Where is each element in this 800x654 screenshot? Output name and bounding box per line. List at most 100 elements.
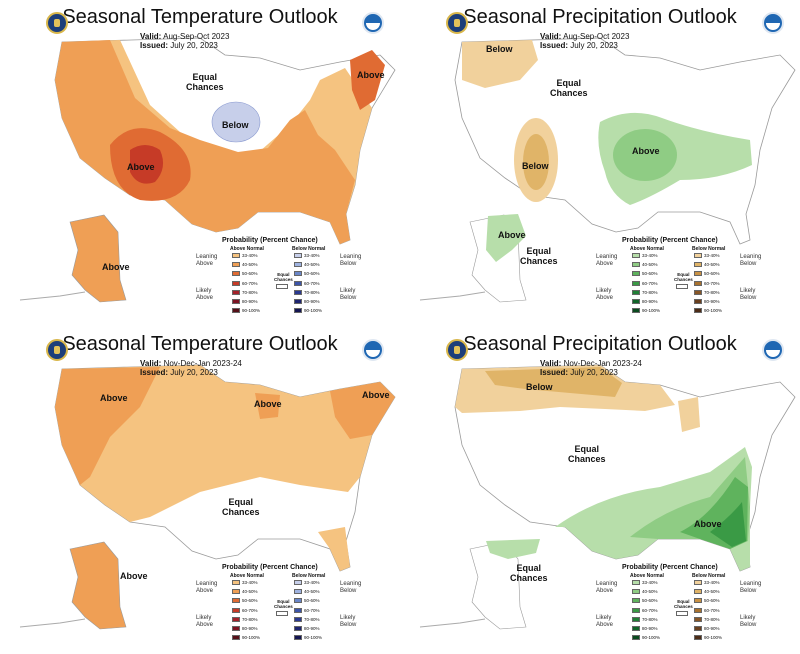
legend-swatch-above [632, 589, 640, 595]
legend-swatch-above [232, 616, 240, 622]
temp-ndj-florida-zone [318, 527, 350, 571]
legend-range-below: 40-50% [304, 589, 320, 595]
legend-range-above: 60-70% [242, 280, 258, 286]
panel-title: Seasonal Temperature Outlook [62, 333, 338, 355]
legend-range-above: 33-40% [642, 580, 658, 585]
issued-label: Issued: [140, 41, 169, 50]
alaska-chain [419, 618, 486, 628]
legend-range-below: 50-60% [304, 271, 320, 277]
legend-likely-below: Likely Below [340, 288, 357, 301]
panel-title: Seasonal Precipitation Outlook [463, 333, 737, 355]
legend-range-below: 80-90% [304, 626, 320, 631]
temp-aso-60-70-zone [130, 145, 164, 184]
legend-swatch-above [232, 598, 240, 604]
legend-range-above: 70-80% [642, 616, 658, 622]
alaska-chain [19, 618, 86, 628]
map-label-equal-chances-alaska: Equal Chances [510, 563, 548, 583]
legend-range-above: 90-100% [642, 308, 661, 314]
legend-range-below: 60-70% [304, 607, 320, 613]
legend-col-below: Below Normal [692, 246, 726, 252]
panel-meta: Valid: Nov-Dec-Jan 2023-24 Issued: July … [140, 359, 242, 377]
legend-leaning-below: Leaning Below [340, 581, 362, 594]
valid-period: Aug-Sep-Oct 2023 [563, 32, 630, 41]
legend-range-above: 70-80% [242, 289, 258, 295]
legend-swatch-above [232, 626, 240, 631]
legend-swatch-below [694, 280, 702, 286]
legend-swatch-below [294, 635, 302, 641]
map-label-equal-chances: Equal Chances [568, 444, 606, 464]
precip-aso-alaska-above-zone [486, 214, 526, 262]
legend-swatch-below [294, 626, 302, 631]
temp-ndj-40-50-west-zone [55, 367, 160, 485]
map-temp-aso [19, 37, 396, 303]
noaa-logo [762, 12, 784, 34]
temp-ndj-40-50-northeast-zone [330, 382, 395, 439]
legend-swatch-above [232, 308, 240, 314]
map-label-above-southwest: Above [127, 162, 155, 172]
legend-equal-chances: Equal Chances [274, 272, 293, 282]
legend-range-above: 70-80% [242, 616, 258, 622]
commerce-seal-logo [46, 339, 68, 361]
legend-swatch-below [294, 598, 302, 604]
issued-label: Issued: [140, 368, 169, 377]
panel-meta: Valid: Aug-Sep-Oct 2023 Issued: July 20,… [140, 32, 229, 50]
legend-likely-below: Likely Below [740, 288, 757, 301]
legend-range-above: 50-60% [642, 598, 658, 604]
legend-swatch-above [232, 253, 240, 258]
issued-date: July 20, 2023 [570, 368, 618, 377]
precip-aso-below-northwest-zone [462, 40, 538, 88]
legend-range-below: 33-40% [304, 580, 320, 585]
legend-swatch-above [632, 280, 640, 286]
map-label-above-east: Above [632, 146, 660, 156]
map-label-above-alaska: Above [120, 571, 148, 581]
valid-period: Nov-Dec-Jan 2023-24 [163, 359, 242, 368]
legend-range-above: 70-80% [642, 289, 658, 295]
legend-range-above: 60-70% [642, 607, 658, 613]
legend-col-above: Above Normal [230, 246, 264, 252]
legend-swatch-above [232, 299, 240, 304]
precip-ndj-alaska-above-zone [486, 539, 540, 559]
legend-swatch-below [694, 598, 702, 604]
legend-col-above: Above Normal [230, 573, 264, 579]
legend-range-below: 50-60% [304, 598, 320, 604]
legend-col-below: Below Normal [692, 573, 726, 579]
legend-swatch-above [232, 271, 240, 277]
precip-aso-below-southwest-core [523, 134, 549, 190]
legend-title: Probability (Percent Chance) [622, 564, 718, 571]
legend-swatch-above [632, 299, 640, 304]
legend-range-below: 33-40% [704, 253, 720, 258]
map-label-above-west: Above [100, 393, 128, 403]
map-label-above-south: Above [694, 519, 722, 529]
legend-swatch-below [294, 616, 302, 622]
alaska-chain [19, 291, 86, 301]
legend-likely-above: Likely Above [596, 615, 614, 628]
legend-likely-below: Likely Below [740, 615, 757, 628]
legend-swatch-below [694, 589, 702, 595]
legend-leaning-above: Leaning Above [196, 581, 218, 594]
panel-precip-ndj: Seasonal Precipitation Outlook Valid: No… [400, 327, 800, 654]
legend: Probability (Percent Chance) Above Normal… [596, 559, 770, 649]
noaa-logo [362, 339, 384, 361]
legend-col-below: Below Normal [292, 246, 326, 252]
legend-swatch-above [232, 589, 240, 595]
noaa-logo [362, 12, 384, 34]
legend-swatch-below [294, 299, 302, 304]
map-label-above-greatlakes: Above [254, 399, 282, 409]
legend-swatch-above [632, 580, 640, 585]
alaska-shape [69, 214, 127, 303]
legend-swatch-below [694, 607, 702, 613]
legend-range-above: 33-40% [242, 253, 258, 258]
precip-aso-above-east-core [613, 129, 677, 181]
legend-range-above: 50-60% [242, 271, 258, 277]
map-precip-ndj [419, 364, 796, 630]
legend-swatch-below [694, 271, 702, 277]
legend-swatch-above [632, 616, 640, 622]
legend-swatch-above [632, 626, 640, 631]
legend-swatch-below [694, 308, 702, 314]
legend-swatch-below [694, 580, 702, 585]
commerce-seal-logo [46, 12, 68, 34]
panel-meta: Valid: Aug-Sep-Oct 2023 Issued: July 20,… [540, 32, 629, 50]
legend-range-below: 70-80% [304, 289, 320, 295]
panel-temp-aso: Seasonal Temperature Outlook Valid: Aug-… [0, 0, 400, 327]
precip-ndj-above-south-zone [555, 447, 752, 571]
